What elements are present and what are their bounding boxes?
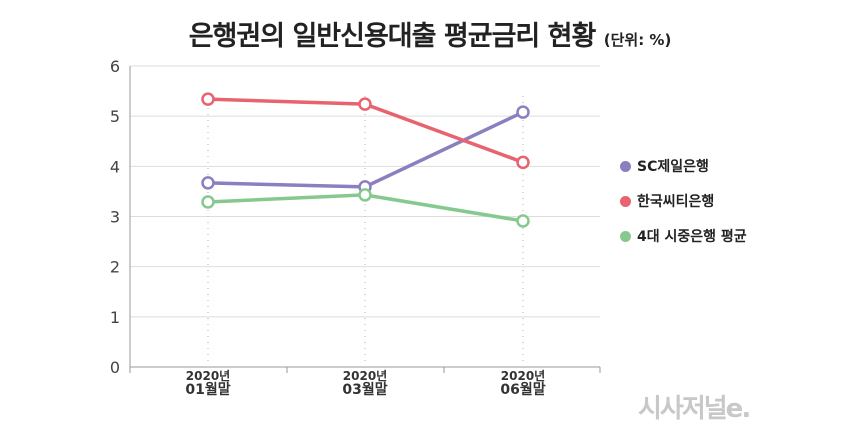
data-point bbox=[358, 97, 372, 111]
unit-label: (단위: %) bbox=[603, 31, 672, 49]
y-tick-label: 2 bbox=[110, 258, 120, 277]
legend-marker bbox=[620, 160, 631, 172]
data-point bbox=[516, 214, 530, 228]
data-point bbox=[201, 195, 215, 209]
data-point bbox=[358, 188, 372, 202]
x-tick-label: 01월말 bbox=[185, 381, 230, 398]
x-tick-label: 2020년 bbox=[343, 369, 387, 383]
y-tick-label: 3 bbox=[110, 208, 120, 227]
legend-item: SC제일은행 bbox=[620, 156, 709, 176]
y-tick-label: 1 bbox=[110, 308, 120, 327]
y-tick-label: 4 bbox=[110, 157, 120, 176]
y-tick-label: 6 bbox=[110, 57, 120, 76]
data-point bbox=[516, 155, 530, 170]
legend-label: 한국씨티은행 bbox=[637, 194, 715, 210]
legend-marker bbox=[620, 195, 631, 207]
logo: 시사저널e. bbox=[638, 394, 751, 424]
x-tick-label: 03월말 bbox=[342, 381, 387, 398]
legend-marker bbox=[620, 230, 631, 242]
x-tick-label: 2020년 bbox=[501, 369, 545, 383]
legend-item: 4대 시중은행 평균 bbox=[620, 226, 747, 246]
data-point bbox=[516, 105, 530, 119]
data-point bbox=[201, 92, 215, 106]
legend-label: SC제일은행 bbox=[637, 159, 709, 175]
y-tick-label: 5 bbox=[110, 107, 120, 126]
x-tick-label: 06월말 bbox=[500, 381, 545, 398]
legend-item: 한국씨티은행 bbox=[620, 191, 714, 211]
x-tick-label: 2020년 bbox=[186, 369, 230, 383]
legend-label: 4대 시중은행 평균 bbox=[637, 229, 747, 245]
data-point bbox=[201, 176, 215, 190]
chart-title: 은행권의 일반신용대출 평균금리 현황 (단위: %) bbox=[0, 14, 860, 53]
series-line bbox=[207, 110, 524, 189]
title-text: 은행권의 일반신용대출 평균금리 현황 bbox=[188, 21, 597, 52]
y-tick-label: 0 bbox=[110, 358, 120, 377]
